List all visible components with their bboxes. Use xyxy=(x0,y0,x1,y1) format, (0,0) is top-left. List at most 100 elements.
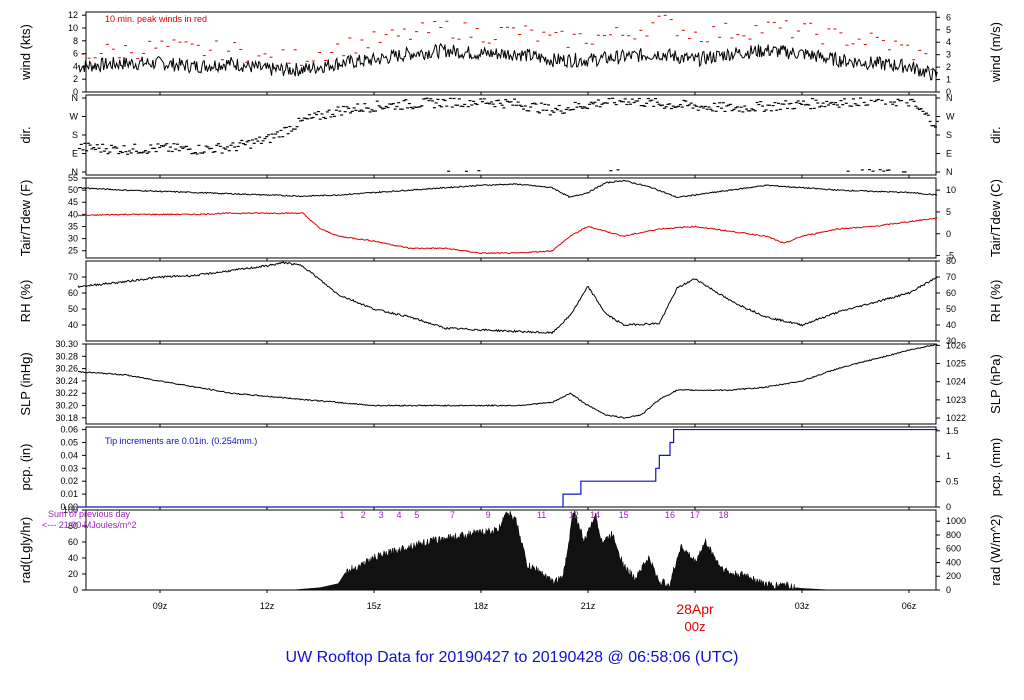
y-tick-label-right: E xyxy=(946,149,952,159)
y-axis-label-left: wind (kts) xyxy=(18,24,33,81)
y-axis-label-right: RH (%) xyxy=(988,280,1003,323)
y-tick-label-left: 25 xyxy=(68,246,78,256)
y-axis-label-left: Tair/Tdew (F) xyxy=(18,180,33,257)
y-tick-label-right: 1026 xyxy=(946,340,966,350)
x-tick-label: 12z xyxy=(260,601,275,611)
y-tick-label-right: 10 xyxy=(946,185,956,195)
y-tick-label-left: S xyxy=(72,130,78,140)
y-tick-label-left: 40 xyxy=(68,209,78,219)
panel-frame xyxy=(85,343,937,425)
hour-marker: 7 xyxy=(450,510,455,520)
hour-marker: 17 xyxy=(690,510,700,520)
y-tick-label-left: 0.00 xyxy=(60,502,78,512)
y-tick-label-right: 30 xyxy=(946,336,956,346)
y-tick-label-left: 45 xyxy=(68,197,78,207)
y-tick-label-left: 4 xyxy=(73,61,78,71)
y-tick-label-left: 0.05 xyxy=(60,437,78,447)
panel-frame xyxy=(85,260,937,342)
hour-marker: 18 xyxy=(719,510,729,520)
y-tick-label-right: S xyxy=(946,130,952,140)
y-axis-label-left: rad(Lgly/hr) xyxy=(18,517,33,583)
series-line-slp xyxy=(77,343,938,419)
hour-marker: 3 xyxy=(379,510,384,520)
hour-marker: 4 xyxy=(396,510,401,520)
x-tick-label-date: 28Apr xyxy=(676,601,714,617)
y-tick-label-right: W xyxy=(946,112,955,122)
x-tick-label-date-sub: 00z xyxy=(685,619,706,634)
y-tick-label-right: 5 xyxy=(946,207,951,217)
y-tick-label-right: 80 xyxy=(946,256,956,266)
y-tick-label-left: N xyxy=(72,167,79,177)
x-tick-label: 15z xyxy=(367,601,382,611)
pcp-annotation: Tip increments are 0.01in. (0.254mm.) xyxy=(105,436,257,446)
panel-pcp: pcp. (in) pcp. (mm) 0.00 0.01 0.02 0.03 0.04 0.… xyxy=(18,425,1003,512)
y-axis-label-right: Tair/Tdew (C) xyxy=(988,179,1003,257)
y-tick-label-left: 30.22 xyxy=(55,388,78,398)
y-axis-label-left: SLP (inHg) xyxy=(18,352,33,415)
x-tick-label: 21z xyxy=(581,601,596,611)
radiation-area xyxy=(291,510,831,591)
y-tick-label-right: N xyxy=(946,167,953,177)
y-tick-label-left: 80 xyxy=(68,521,78,531)
y-axis-label-left: dir. xyxy=(18,126,33,143)
x-tick-label: 06z xyxy=(902,601,917,611)
y-tick-label-left: 70 xyxy=(68,272,78,282)
y-tick-label-left: 0.01 xyxy=(60,489,78,499)
y-tick-label-left: 100 xyxy=(63,505,78,515)
y-tick-label-left: 30.18 xyxy=(55,413,78,423)
series-line-rh xyxy=(77,261,938,335)
y-tick-label-left: 30.28 xyxy=(55,351,78,361)
wind-annotation: 10 min. peak winds in red xyxy=(105,14,207,24)
y-tick-label-left: 60 xyxy=(68,537,78,547)
hour-marker: 2 xyxy=(361,510,366,520)
y-tick-label-right: 800 xyxy=(946,530,961,540)
y-tick-label-right: 0 xyxy=(946,87,951,97)
y-tick-label-left: 12 xyxy=(68,10,78,20)
y-tick-label-left: 0.06 xyxy=(60,425,78,435)
y-tick-label-left: 30.26 xyxy=(55,364,78,374)
y-tick-label-right: 1025 xyxy=(946,359,966,369)
y-tick-label-right: 1022 xyxy=(946,413,966,423)
y-tick-label-right: 1023 xyxy=(946,395,966,405)
y-tick-label-left: 2 xyxy=(73,74,78,84)
y-tick-label-left: 50 xyxy=(68,185,78,195)
y-tick-label-right: 3 xyxy=(946,50,951,60)
y-tick-label-right: 6 xyxy=(946,12,951,22)
rad-annotation-1: Sum of previous day xyxy=(48,509,131,519)
y-axis-label-right: wind (m/s) xyxy=(988,22,1003,83)
y-tick-label-right: 1 xyxy=(946,75,951,85)
y-axis-label-right: SLP (hPa) xyxy=(988,354,1003,414)
y-axis-label-left: RH (%) xyxy=(18,280,33,323)
hour-marker: 14 xyxy=(590,510,600,520)
panel-temperature: Tair/Tdew (F) Tair/Tdew (C)25303540455055… xyxy=(18,173,1003,261)
precip-line xyxy=(77,428,938,508)
y-axis-label-right: pcp. (mm) xyxy=(988,438,1003,497)
hour-marker: 9 xyxy=(486,510,491,520)
panel-frame xyxy=(85,94,937,176)
y-tick-label-left: 40 xyxy=(68,553,78,563)
y-tick-label-left: 0 xyxy=(73,585,78,595)
y-tick-label-right: 600 xyxy=(946,544,961,554)
series-line-temperature xyxy=(77,179,938,199)
y-tick-label-left: 20 xyxy=(68,569,78,579)
hour-marker: 15 xyxy=(619,510,629,520)
y-tick-label-left: 30.20 xyxy=(55,401,78,411)
panel-frame xyxy=(85,11,937,93)
y-tick-label-right: 0 xyxy=(946,585,951,595)
panel-frame xyxy=(85,177,937,259)
y-tick-label-right: 60 xyxy=(946,288,956,298)
hour-marker: 1 xyxy=(339,510,344,520)
y-tick-label-left: 55 xyxy=(68,173,78,183)
y-tick-label-left: 10 xyxy=(68,23,78,33)
y-tick-label-right: 70 xyxy=(946,272,956,282)
panel-rh: RH (%) RH (%) 40 50 60 70 30 40 50 60 70 80 xyxy=(18,256,1003,346)
x-tick-label: 03z xyxy=(795,601,810,611)
y-tick-label-left: 0 xyxy=(73,87,78,97)
y-tick-label-left: 35 xyxy=(68,221,78,231)
y-tick-label-left: 0.02 xyxy=(60,476,78,486)
rad-annotation-2: <--- 21.00 MJoules/m^2 xyxy=(42,520,137,530)
y-tick-label-left: 40 xyxy=(68,320,78,330)
y-tick-label-left: 60 xyxy=(68,288,78,298)
